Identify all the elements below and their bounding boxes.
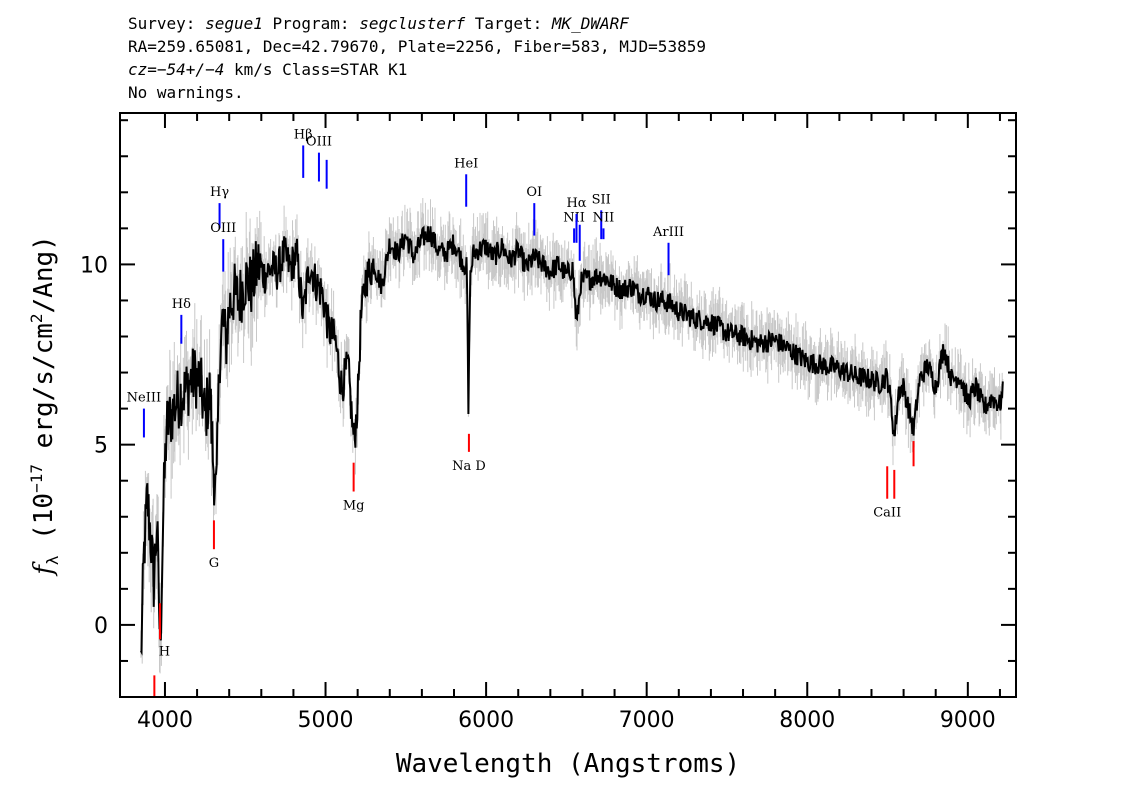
absorption-line-label: CaII bbox=[873, 506, 901, 521]
y-tick-label: 10 bbox=[80, 253, 108, 278]
x-tick-label: 8000 bbox=[779, 708, 835, 733]
emission-line-label: Hγ bbox=[210, 185, 229, 200]
x-tick-label: 5000 bbox=[298, 708, 354, 733]
cz-label: cz bbox=[128, 60, 148, 79]
spectrum-header: Survey: segue1 Program: segclusterf Targ… bbox=[128, 12, 706, 104]
x-tick-label: 9000 bbox=[940, 708, 996, 733]
y-tick-label: 0 bbox=[94, 614, 108, 639]
absorption-line-label: G bbox=[209, 556, 219, 571]
x-axis-label: Wavelength (Angstroms) bbox=[396, 749, 740, 779]
absorption-line-label: H bbox=[159, 645, 170, 660]
emission-line-label: ArIII bbox=[652, 225, 684, 240]
program-label: Program: bbox=[262, 14, 360, 33]
cz-value: =−54+/−4 bbox=[147, 60, 225, 79]
y-label-post: /Ang) bbox=[29, 235, 59, 313]
y-label-pre: (10 bbox=[29, 493, 59, 556]
program-value: segclusterf bbox=[359, 14, 466, 33]
y-label-exp: −17 bbox=[27, 464, 46, 493]
header-line-coordinates: RA=259.65081, Dec=42.79670, Plate=2256, … bbox=[128, 37, 706, 56]
ticks-layer: 4000 5000 6000 7000 8000 9000 0 5 10 bbox=[80, 113, 1016, 733]
flux-series bbox=[140, 225, 1004, 656]
y-axis-label: fλ (10−17 erg/s/cm2/Ang) bbox=[27, 235, 62, 577]
survey-value: segue1 bbox=[205, 14, 263, 33]
emission-line-label: Hα bbox=[566, 196, 586, 211]
y-tick-label: 5 bbox=[94, 434, 108, 459]
x-tick-label: 4000 bbox=[137, 708, 193, 733]
emission-line-label: NII bbox=[563, 210, 585, 225]
flux-layer bbox=[140, 225, 1004, 656]
y-label-mid: erg/s/cm bbox=[29, 323, 59, 464]
x-tick-label: 7000 bbox=[619, 708, 675, 733]
emission-line-label: NII bbox=[593, 210, 615, 225]
header-line-survey: Survey: segue1 Program: segclusterf Targ… bbox=[128, 12, 706, 35]
header-line-warnings: No warnings. bbox=[128, 83, 244, 102]
survey-label: Survey: bbox=[128, 14, 206, 33]
plot-frame bbox=[119, 112, 1017, 698]
y-label-sub: λ bbox=[43, 555, 62, 565]
emission-line-label: OIII bbox=[306, 135, 332, 150]
x-tick-label: 6000 bbox=[458, 708, 514, 733]
y-label-exp2: 2 bbox=[27, 313, 46, 323]
emission-line-label: SII bbox=[592, 192, 611, 207]
emission-line-label: Hβ bbox=[294, 127, 313, 142]
emission-line-label: NeIII bbox=[127, 391, 161, 406]
emission-line-label: HeI bbox=[454, 156, 478, 171]
emission-line-label: OI bbox=[526, 185, 542, 200]
emission-line-label: OIII bbox=[210, 221, 236, 236]
header-line-redshift: cz=−54+/−4 km/s Class=STAR K1 bbox=[128, 58, 706, 81]
target-value: MK_DWARF bbox=[551, 14, 629, 33]
absorption-line-label: Mg bbox=[343, 499, 365, 514]
absorption-line-label: Na D bbox=[452, 459, 486, 474]
target-label: Target: bbox=[465, 14, 552, 33]
emission-line-label: Hδ bbox=[172, 297, 191, 312]
cz-unit-class: km/s Class=STAR K1 bbox=[224, 60, 408, 79]
